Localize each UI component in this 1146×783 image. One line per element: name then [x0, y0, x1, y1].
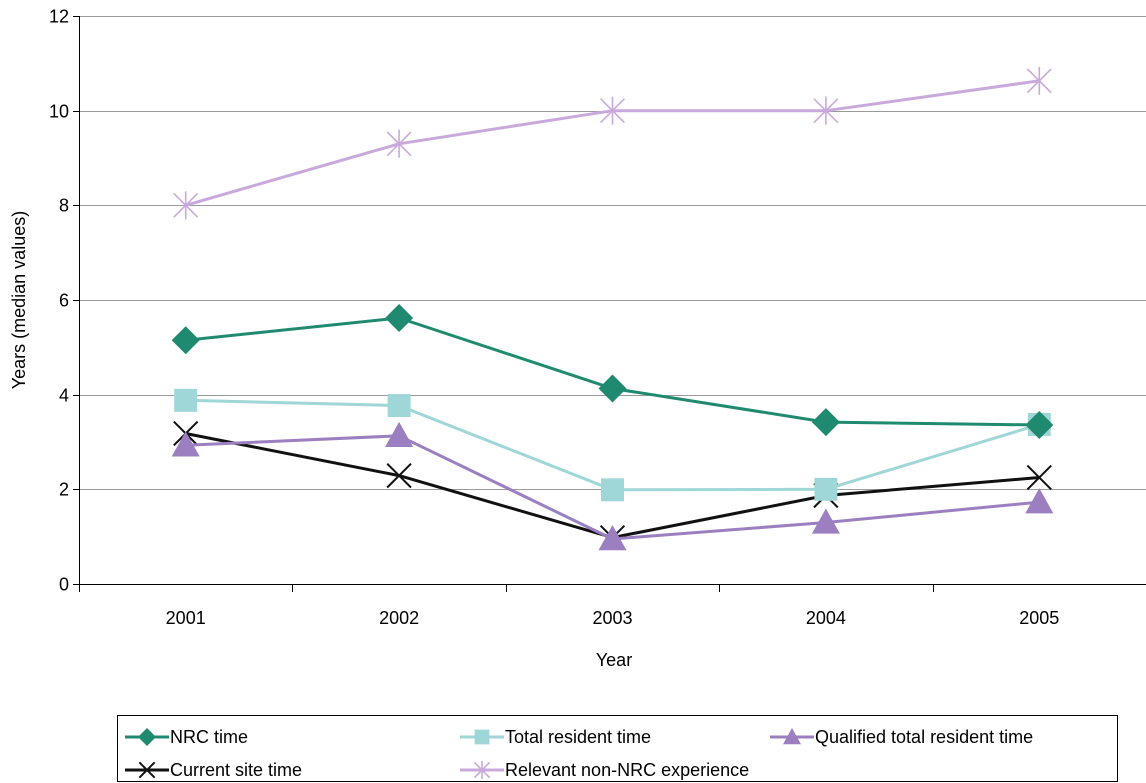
- series-4: [173, 66, 1052, 220]
- legend-item-2: Qualified total resident time: [770, 727, 1033, 747]
- series-1: [174, 388, 1051, 502]
- legend: NRC time Total resident time Qualified tot…: [117, 715, 1118, 782]
- legend-label: Current site time: [170, 760, 302, 780]
- x-tick-label: 2005: [1019, 608, 1059, 628]
- data-point-marker: [811, 408, 840, 437]
- data-point-marker: [783, 728, 801, 745]
- series-2: [171, 421, 1054, 551]
- data-point-marker: [1025, 410, 1054, 439]
- legend-item-0: NRC time: [125, 727, 248, 747]
- series-line: [185, 316, 1040, 427]
- x-tick-label: 2002: [379, 608, 419, 628]
- x-tick-label: 2003: [592, 608, 632, 628]
- legend-item-4: Relevant non-NRC experience: [460, 760, 749, 780]
- series-layer: [171, 66, 1054, 551]
- legend-label: Total resident time: [505, 727, 651, 747]
- legend-item-3: Current site time: [125, 760, 302, 780]
- y-tick-label: 10: [49, 102, 69, 122]
- data-point-marker: [138, 728, 156, 746]
- y-tick-label: 6: [59, 291, 69, 311]
- data-point-marker: [1026, 66, 1052, 95]
- y-tick-label: 12: [49, 7, 69, 27]
- data-point-marker: [474, 729, 490, 745]
- data-point-marker: [171, 326, 200, 355]
- data-point-marker: [386, 129, 412, 158]
- data-point-marker: [814, 477, 838, 501]
- x-tick-label: 2001: [166, 608, 206, 628]
- series-line: [185, 398, 1040, 492]
- legend-box: [117, 715, 1118, 782]
- data-point-marker: [171, 431, 200, 457]
- data-point-marker: [598, 374, 627, 403]
- x-axis-ticks: 2001 2002 2003 2004 2005: [79, 584, 1059, 628]
- data-point-marker: [600, 96, 625, 125]
- data-point-marker: [601, 478, 624, 502]
- legend-item-1: Total resident time: [460, 727, 651, 747]
- y-tick-label: 8: [59, 196, 69, 216]
- y-tick-label: 4: [59, 386, 69, 406]
- data-point-marker: [813, 96, 839, 125]
- data-point-marker: [387, 394, 411, 418]
- data-point-marker: [1026, 464, 1052, 491]
- data-point-marker: [1025, 488, 1054, 514]
- data-point-marker: [173, 191, 199, 220]
- legend-label: Relevant non-NRC experience: [505, 760, 749, 780]
- data-point-marker: [598, 525, 627, 551]
- legend-label: Qualified total resident time: [815, 727, 1033, 747]
- data-point-marker: [473, 761, 491, 779]
- y-axis-ticks: 0 2 4 6 8 10 12: [49, 7, 79, 595]
- data-point-marker: [385, 421, 414, 448]
- series-0: [171, 303, 1054, 439]
- y-axis-title: Years (median values): [9, 211, 29, 389]
- y-tick-label: 2: [59, 480, 69, 500]
- data-point-marker: [385, 303, 414, 332]
- x-tick-label: 2004: [806, 608, 846, 628]
- legend-label: NRC time: [170, 727, 248, 747]
- data-point-marker: [174, 388, 198, 412]
- axes: [79, 16, 1146, 585]
- y-tick-label: 0: [59, 575, 69, 595]
- data-point-marker: [138, 761, 156, 779]
- data-point-marker: [811, 508, 840, 534]
- data-point-marker: [386, 462, 412, 489]
- x-axis-title: Year: [596, 650, 632, 670]
